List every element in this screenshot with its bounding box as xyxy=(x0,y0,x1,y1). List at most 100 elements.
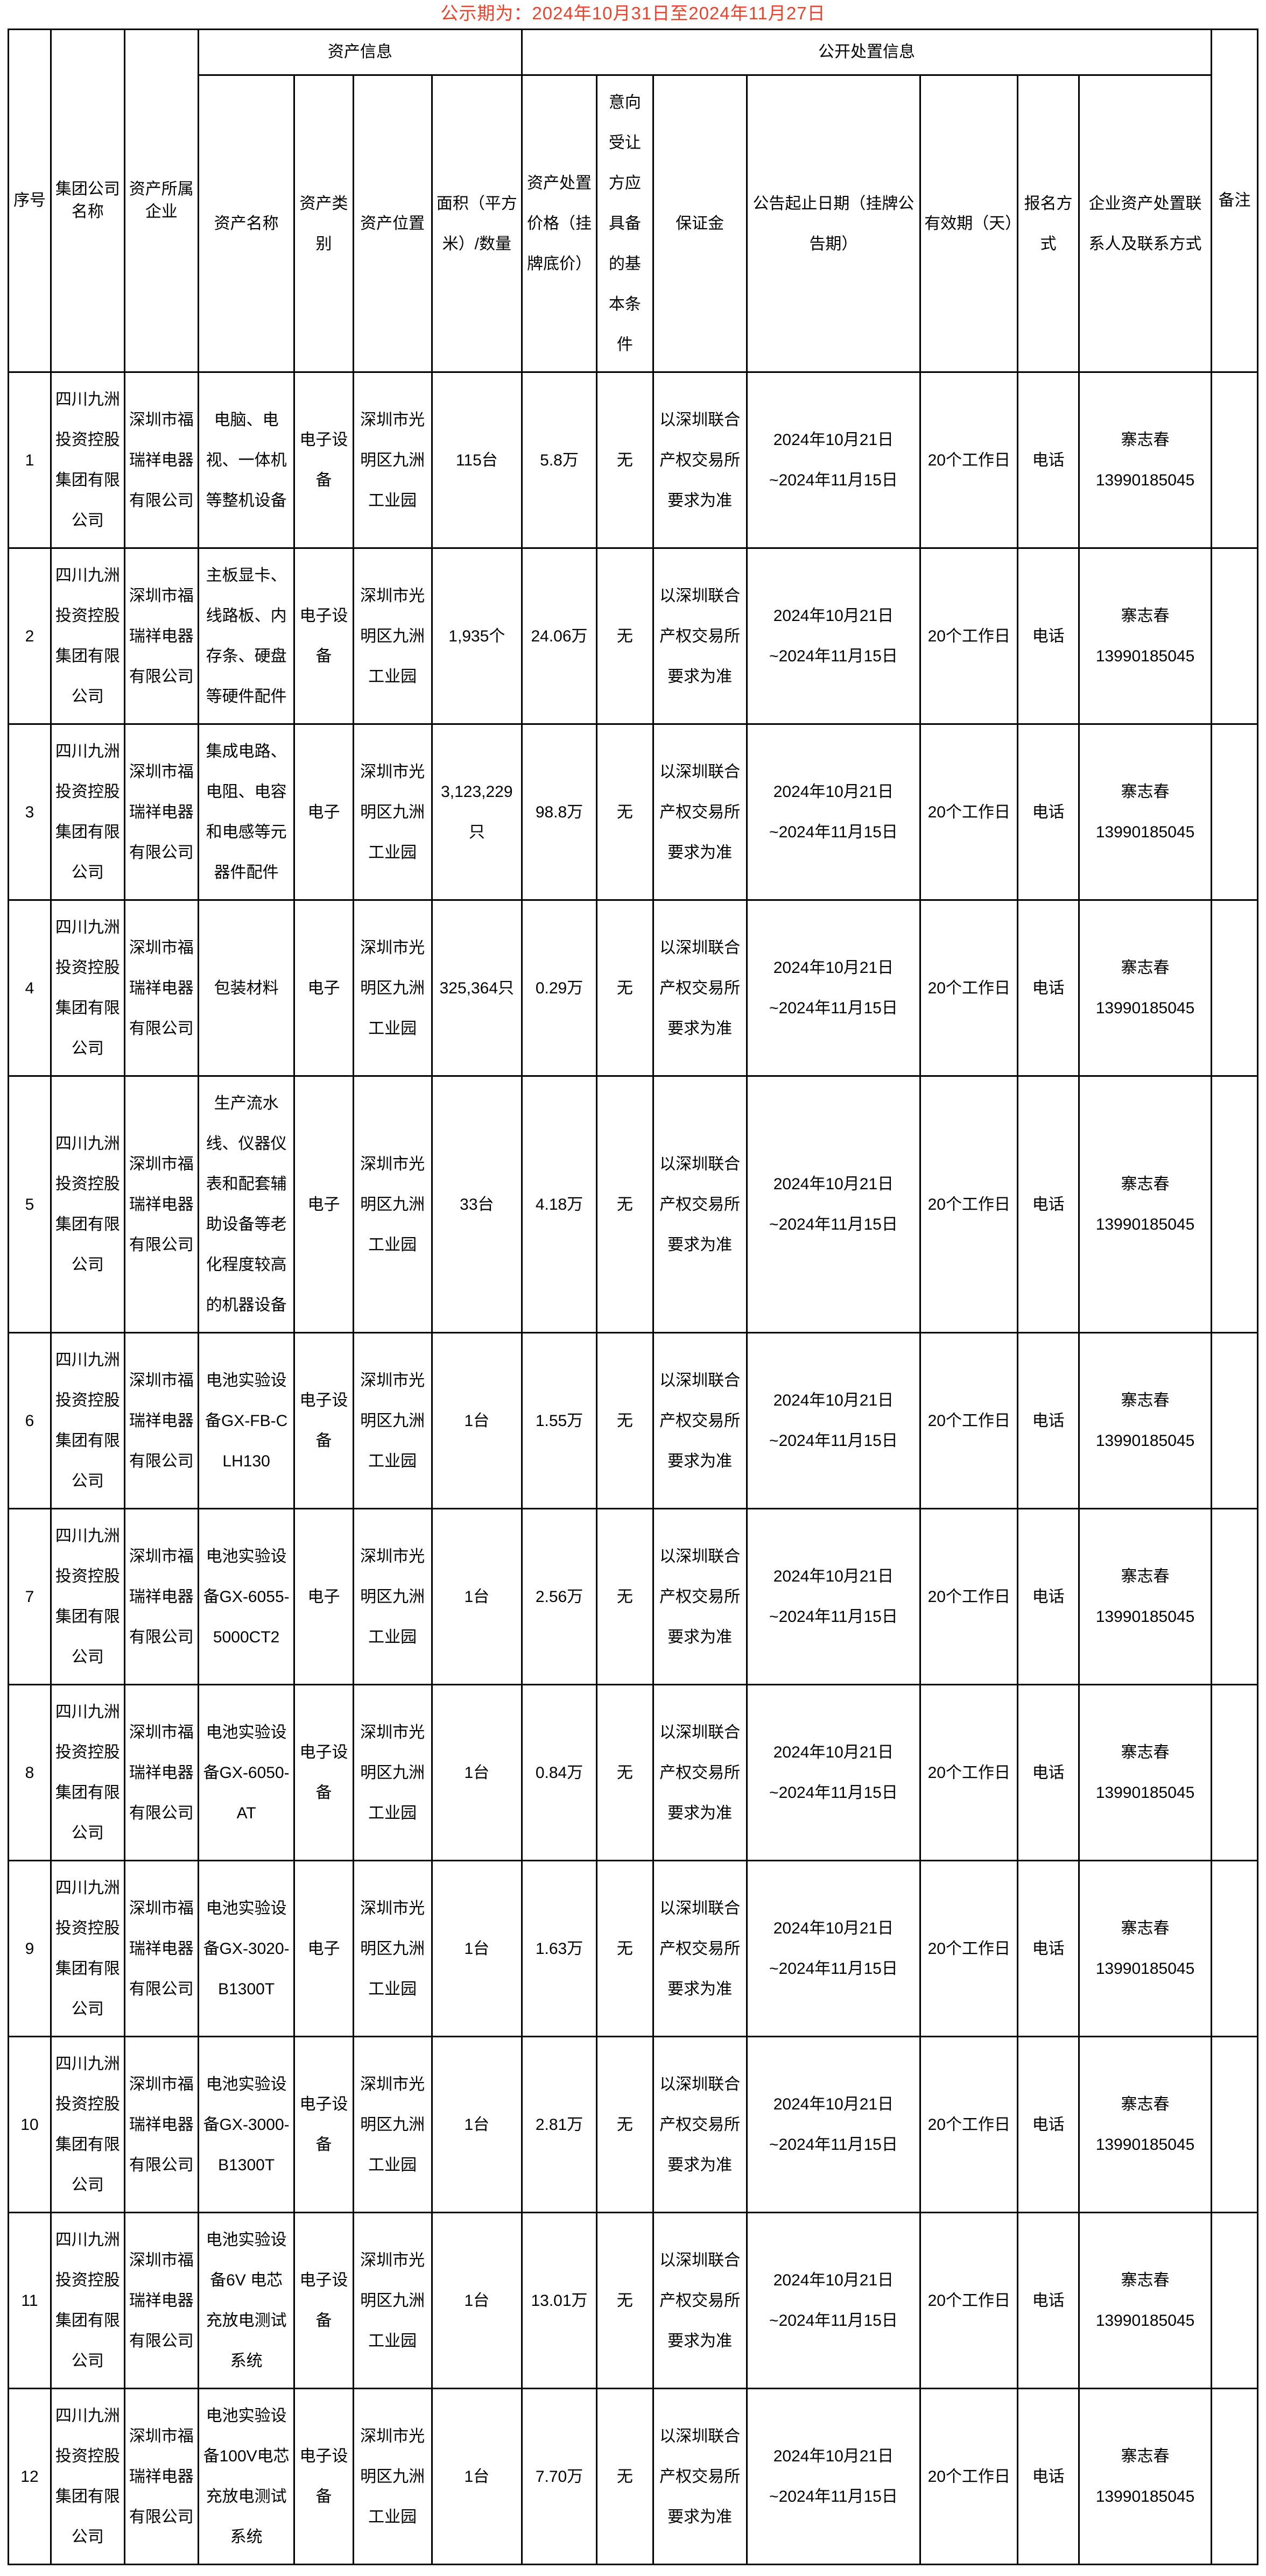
cell-asset-type: 电子 xyxy=(293,1508,354,1685)
cell-method: 电话 xyxy=(1017,1860,1080,2037)
period-end-line: ~2024年11月15日 xyxy=(769,2136,898,2154)
cell-quantity: 1台 xyxy=(431,1860,523,2037)
contact-name-line: 寨志春 xyxy=(1121,431,1170,449)
cell-owner-company: 深圳市福瑞祥电器有限公司 xyxy=(123,1684,199,1861)
contact-phone-line: 13990185045 xyxy=(1095,823,1195,841)
cell-group-company: 四川九洲投资控股集团有限公司 xyxy=(50,371,125,549)
cell-asset-name: 电池实验设备GX-3020-B1300T xyxy=(197,1860,296,2037)
cell-conditions: 无 xyxy=(596,2212,654,2389)
cell-validity: 20个工作日 xyxy=(919,723,1019,901)
contact-name-line: 寨志春 xyxy=(1121,1744,1170,1761)
cell-contact: 寨志春 13990185045 xyxy=(1078,1684,1213,1861)
cell-contact: 寨志春 13990185045 xyxy=(1078,547,1213,725)
cell-asset-name: 电池实验设备GX-6055-5000CT2 xyxy=(197,1508,296,1685)
cell-location: 深圳市光明区九洲工业园 xyxy=(352,2388,433,2565)
period-start-line: 2024年10月21日 xyxy=(773,2271,894,2289)
cell-method: 电话 xyxy=(1017,547,1080,725)
cell-remark xyxy=(1211,1684,1258,1861)
cell-conditions: 无 xyxy=(596,371,654,549)
table-row: 6 四川九洲投资控股集团有限公司 深圳市福瑞祥电器有限公司 电池实验设备GX-F… xyxy=(8,1332,1258,1509)
cell-asset-type: 电子设备 xyxy=(293,547,354,725)
cell-validity: 20个工作日 xyxy=(919,899,1019,1077)
cell-seq: 2 xyxy=(8,547,52,725)
contact-name-line: 寨志春 xyxy=(1121,1175,1170,1193)
cell-deposit: 以深圳联合产权交易所要求为准 xyxy=(652,2212,748,2389)
cell-period: 2024年10月21日 ~2024年11月15日 xyxy=(745,2212,922,2389)
cell-group-company: 四川九洲投资控股集团有限公司 xyxy=(50,547,125,725)
cell-contact: 寨志春 13990185045 xyxy=(1078,1860,1213,2037)
cell-owner-company: 深圳市福瑞祥电器有限公司 xyxy=(123,1508,199,1685)
cell-asset-name: 电池实验设备GX-3000-B1300T xyxy=(197,2036,296,2213)
contact-name-line: 寨志春 xyxy=(1121,783,1170,801)
cell-method: 电话 xyxy=(1017,2388,1080,2565)
cell-group-company: 四川九洲投资控股集团有限公司 xyxy=(50,723,125,901)
cell-contact: 寨志春 13990185045 xyxy=(1078,2212,1213,2389)
cell-period: 2024年10月21日 ~2024年11月15日 xyxy=(745,1075,922,1333)
cell-conditions: 无 xyxy=(596,723,654,901)
cell-location: 深圳市光明区九洲工业园 xyxy=(352,723,433,901)
cell-asset-name: 电池实验设备GX-6050-AT xyxy=(197,1684,296,1861)
cell-price: 4.18万 xyxy=(521,1075,598,1333)
cell-period: 2024年10月21日 ~2024年11月15日 xyxy=(745,2036,922,2213)
cell-asset-type: 电子 xyxy=(293,723,354,901)
cell-method: 电话 xyxy=(1017,1508,1080,1685)
cell-quantity: 1台 xyxy=(431,1684,523,1861)
cell-owner-company: 深圳市福瑞祥电器有限公司 xyxy=(123,2036,199,2213)
cell-asset-name: 电脑、电视、一体机等整机设备 xyxy=(197,371,296,549)
cell-period: 2024年10月21日 ~2024年11月15日 xyxy=(745,1508,922,1685)
table-row: 8 四川九洲投资控股集团有限公司 深圳市福瑞祥电器有限公司 电池实验设备GX-6… xyxy=(8,1684,1258,1861)
cell-asset-type: 电子 xyxy=(293,1075,354,1333)
cell-deposit: 以深圳联合产权交易所要求为准 xyxy=(652,723,748,901)
table-row: 7 四川九洲投资控股集团有限公司 深圳市福瑞祥电器有限公司 电池实验设备GX-6… xyxy=(8,1508,1258,1685)
period-end-line: ~2024年11月15日 xyxy=(769,999,898,1017)
column-header-contact: 企业资产处置联系人及联系方式 xyxy=(1078,74,1213,373)
period-end-line: ~2024年11月15日 xyxy=(769,2312,898,2330)
cell-price: 2.81万 xyxy=(521,2036,598,2213)
cell-asset-type: 电子设备 xyxy=(293,1332,354,1509)
cell-group-company: 四川九洲投资控股集团有限公司 xyxy=(50,1508,125,1685)
cell-group-company: 四川九洲投资控股集团有限公司 xyxy=(50,2212,125,2389)
cell-location: 深圳市光明区九洲工业园 xyxy=(352,899,433,1077)
cell-group-company: 四川九洲投资控股集团有限公司 xyxy=(50,1332,125,1509)
cell-period: 2024年10月21日 ~2024年11月15日 xyxy=(745,1332,922,1509)
cell-deposit: 以深圳联合产权交易所要求为准 xyxy=(652,1860,748,2037)
cell-asset-type: 电子 xyxy=(293,899,354,1077)
cell-deposit: 以深圳联合产权交易所要求为准 xyxy=(652,1075,748,1333)
column-header-period: 公告起止日期（挂牌公告期） xyxy=(745,74,922,373)
group-header-disposal-info: 公开处置信息 xyxy=(521,29,1213,76)
table-body: 1 四川九洲投资控股集团有限公司 深圳市福瑞祥电器有限公司 电脑、电视、一体机等… xyxy=(8,371,1258,2565)
column-header-owner-company: 资产所属企业 xyxy=(123,29,199,373)
contact-name-line: 寨志春 xyxy=(1121,2447,1170,2465)
table-header: 序号 集团公司名称 资产所属企业 资产信息 公开处置信息 备注 资产名称 资产类… xyxy=(8,29,1258,373)
cell-price: 7.70万 xyxy=(521,2388,598,2565)
cell-quantity: 1,935个 xyxy=(431,547,523,725)
period-start-line: 2024年10月21日 xyxy=(773,1744,894,1761)
cell-validity: 20个工作日 xyxy=(919,547,1019,725)
cell-conditions: 无 xyxy=(596,547,654,725)
cell-owner-company: 深圳市福瑞祥电器有限公司 xyxy=(123,371,199,549)
cell-seq: 12 xyxy=(8,2388,52,2565)
cell-method: 电话 xyxy=(1017,1332,1080,1509)
cell-asset-type: 电子设备 xyxy=(293,371,354,549)
cell-seq: 11 xyxy=(8,2212,52,2389)
contact-phone-line: 13990185045 xyxy=(1095,2488,1195,2506)
cell-quantity: 325,364只 xyxy=(431,899,523,1077)
cell-seq: 8 xyxy=(8,1684,52,1861)
cell-price: 13.01万 xyxy=(521,2212,598,2389)
column-header-group-company: 集团公司名称 xyxy=(50,29,125,373)
column-header-conditions: 意向受让方应具备的基本条件 xyxy=(596,74,654,373)
cell-group-company: 四川九洲投资控股集团有限公司 xyxy=(50,2036,125,2213)
cell-remark xyxy=(1211,2036,1258,2213)
cell-method: 电话 xyxy=(1017,899,1080,1077)
cell-method: 电话 xyxy=(1017,2036,1080,2213)
notice-period-title: 公示期为：2024年10月31日至2024年11月27日 xyxy=(440,3,826,23)
cell-asset-name: 主板显卡、线路板、内存条、硬盘等硬件配件 xyxy=(197,547,296,725)
contact-name-line: 寨志春 xyxy=(1121,2095,1170,2113)
contact-phone-line: 13990185045 xyxy=(1095,471,1195,489)
period-end-line: ~2024年11月15日 xyxy=(769,647,898,665)
cell-conditions: 无 xyxy=(596,1332,654,1509)
cell-validity: 20个工作日 xyxy=(919,1860,1019,2037)
cell-asset-type: 电子设备 xyxy=(293,2212,354,2389)
period-start-line: 2024年10月21日 xyxy=(773,783,894,801)
cell-validity: 20个工作日 xyxy=(919,371,1019,549)
